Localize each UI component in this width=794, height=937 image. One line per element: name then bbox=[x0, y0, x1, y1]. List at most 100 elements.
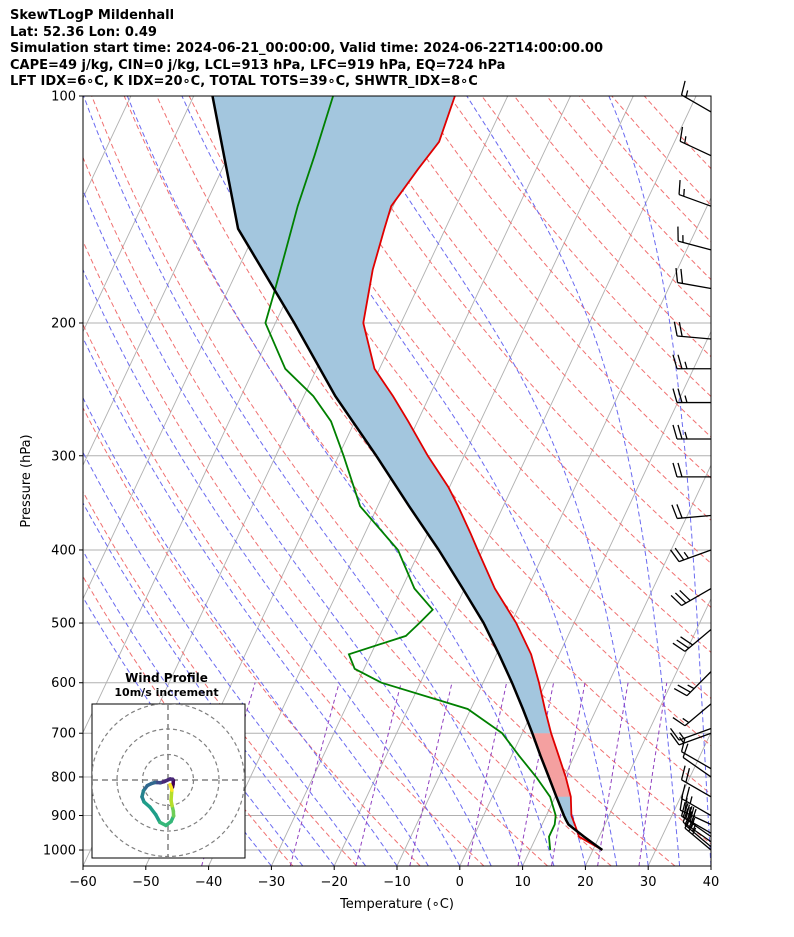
isotherm-line bbox=[83, 96, 257, 467]
time-line: Simulation start time: 2024-06-21_00:00:… bbox=[10, 41, 603, 56]
dry-adiabat bbox=[83, 156, 612, 866]
wind-barb bbox=[680, 784, 712, 817]
dry-adiabat bbox=[83, 323, 485, 866]
wind-barb-flag bbox=[669, 727, 680, 741]
x-tick-label: 30 bbox=[640, 875, 657, 890]
isotherm-line bbox=[584, 597, 711, 866]
wind-barb-flag bbox=[672, 717, 686, 727]
wind-barb bbox=[669, 547, 712, 563]
dry-adiabat bbox=[578, 96, 711, 243]
wind-barb-flag bbox=[680, 737, 686, 752]
wind-barb-flag bbox=[673, 321, 678, 337]
hodograph-segment bbox=[168, 782, 173, 789]
dry-adiabat bbox=[546, 96, 711, 281]
isotherm-line bbox=[710, 864, 711, 866]
moist-adiabat bbox=[83, 96, 524, 866]
x-tick-label: 10 bbox=[514, 875, 531, 890]
wind-barb-half-flag bbox=[687, 684, 695, 690]
isotherm-line bbox=[396, 196, 711, 866]
wind-barb-flag bbox=[682, 743, 689, 758]
x-tick-label: −60 bbox=[69, 875, 96, 890]
mixing-ratio-line bbox=[409, 682, 453, 866]
indices-line-2: LFT IDX=6∘C, K IDX=20∘C, TOTAL TOTS=39∘C… bbox=[10, 74, 478, 89]
isotherm-line bbox=[83, 96, 195, 333]
x-tick-label: −30 bbox=[258, 875, 285, 890]
dry-adiabat bbox=[83, 406, 421, 866]
wind-barb-flag bbox=[679, 589, 691, 602]
wind-barb-staff bbox=[678, 727, 712, 741]
wind-barb-staff bbox=[678, 549, 712, 563]
wind-barb-half-flag bbox=[685, 90, 689, 98]
wind-barb-half-flag bbox=[678, 732, 685, 739]
moist-adiabat bbox=[83, 501, 335, 866]
wind-barb-flag bbox=[680, 636, 693, 646]
moist-adiabat bbox=[83, 336, 429, 866]
wind-barb-flag bbox=[680, 80, 686, 96]
y-tick-label: 200 bbox=[51, 316, 76, 331]
wind-barb-staff bbox=[677, 514, 712, 520]
chart-title: SkewTLogP Mildenhall bbox=[10, 8, 175, 23]
hodograph-subtitle: 10m/s increment bbox=[114, 686, 218, 699]
wind-barb bbox=[670, 587, 712, 607]
wind-barb bbox=[672, 462, 711, 478]
wind-barb-staff bbox=[678, 193, 712, 207]
wind-barb-staff bbox=[684, 824, 712, 848]
y-tick-label: 900 bbox=[51, 809, 76, 824]
wind-barb bbox=[671, 504, 712, 520]
wind-barb-flag bbox=[679, 126, 684, 142]
moist-adiabat bbox=[126, 96, 555, 866]
wind-barb bbox=[672, 388, 711, 404]
x-axis-label: Temperature (∘C) bbox=[339, 897, 454, 912]
wind-barb-staff bbox=[679, 140, 712, 157]
isotherm-line bbox=[647, 731, 711, 866]
y-axis-label: Pressure (hPa) bbox=[19, 434, 34, 527]
wind-barb bbox=[672, 703, 712, 727]
wind-barb-half-flag bbox=[692, 827, 697, 835]
wind-barb-half-flag bbox=[689, 796, 693, 804]
wind-barb-staff bbox=[681, 779, 712, 798]
profile-lines bbox=[211, 96, 604, 852]
dry-adiabat bbox=[416, 96, 711, 438]
wind-barb bbox=[673, 671, 712, 697]
wind-barb-flag bbox=[676, 504, 683, 519]
cape-fill bbox=[212, 96, 576, 827]
y-tick-label: 300 bbox=[51, 449, 76, 464]
wind-barb-staff bbox=[681, 751, 712, 770]
wind-barb-flag bbox=[685, 786, 691, 802]
indices-line-1: CAPE=49 j/kg, CIN=0 j/kg, LCL=913 hPa, L… bbox=[10, 57, 506, 73]
y-tick-label: 800 bbox=[51, 770, 76, 785]
wind-barb-flag bbox=[678, 322, 683, 337]
mixing-ratio-line bbox=[467, 682, 508, 866]
x-tick-label: 40 bbox=[703, 875, 720, 890]
moist-adiabat bbox=[466, 96, 681, 866]
y-tick-label: 700 bbox=[51, 727, 76, 742]
wind-barb-flag bbox=[677, 424, 683, 440]
dry-adiabat bbox=[83, 490, 357, 866]
wind-barb bbox=[682, 743, 712, 778]
mixing-ratio-line bbox=[289, 682, 340, 866]
wind-barb-flag bbox=[670, 594, 683, 607]
wind-barb bbox=[672, 629, 712, 652]
wind-barb-half-flag bbox=[678, 736, 685, 744]
wind-barb-staff bbox=[679, 809, 712, 826]
wind-barb bbox=[680, 80, 712, 113]
wind-barb-flag bbox=[677, 684, 691, 693]
wind-barb-staff bbox=[681, 797, 712, 817]
isotherm-line bbox=[0, 96, 5, 866]
dry-adiabat bbox=[221, 96, 711, 700]
wind-barb-staff bbox=[682, 756, 712, 778]
moist-adiabat bbox=[608, 96, 711, 866]
wind-barb-flag bbox=[677, 462, 683, 478]
dry-adiabat bbox=[643, 96, 711, 170]
dry-adiabat bbox=[481, 96, 711, 358]
wind-barb bbox=[669, 727, 712, 741]
location-line: Lat: 52.36 Lon: 0.49 bbox=[10, 24, 157, 40]
cin-fill bbox=[532, 733, 571, 797]
wind-barb-flag bbox=[677, 354, 683, 369]
wind-barb bbox=[679, 126, 712, 157]
moist-adiabat bbox=[83, 451, 367, 866]
wind-barb-flag bbox=[686, 811, 693, 826]
wind-barb bbox=[682, 808, 712, 843]
wind-barb-half-flag bbox=[684, 361, 688, 369]
y-tick-label: 400 bbox=[51, 543, 76, 558]
